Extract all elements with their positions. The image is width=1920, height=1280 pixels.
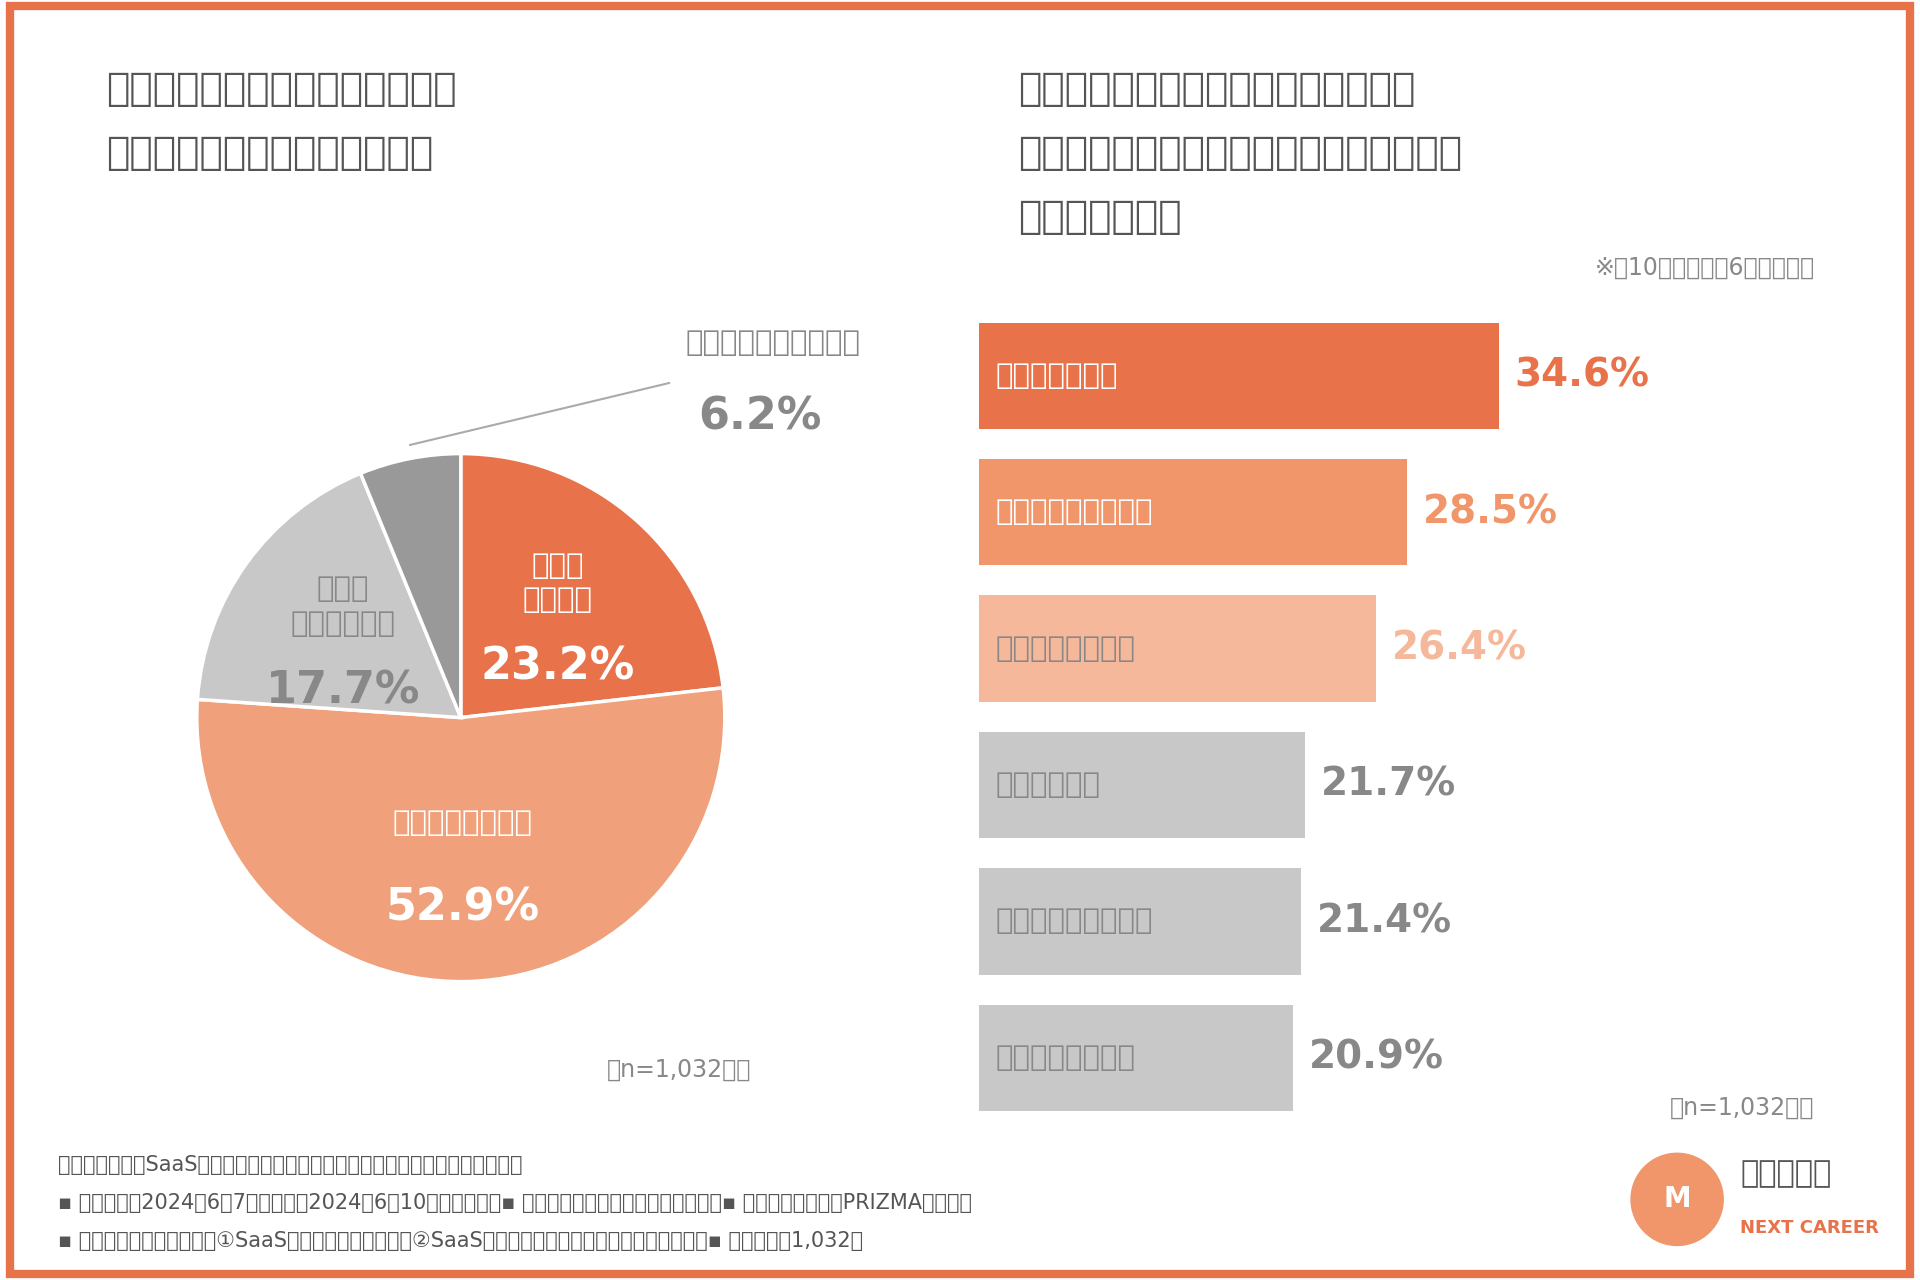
Text: 20.9%: 20.9% <box>1309 1039 1444 1076</box>
Text: 《調査概要：「SaaS企業における男女共同参画推進動向」に関する実態調査》: 《調査概要：「SaaS企業における男女共同参画推進動向」に関する実態調査》 <box>58 1155 522 1175</box>
Text: メンバーの理解不足: メンバーの理解不足 <box>995 908 1152 936</box>
Wedge shape <box>361 453 461 718</box>
Text: （n=1,032人）: （n=1,032人） <box>1670 1096 1814 1120</box>
Text: 6.2%: 6.2% <box>699 396 822 438</box>
Text: ▪ 調査対象：調査回答時に①SaaS企業に勤めている方／②SaaS企業の人事担当者と回答したモニター　▪ 調査人数：1,032人: ▪ 調査対象：調査回答時に①SaaS企業に勤めている方／②SaaS企業の人事担当… <box>58 1231 862 1252</box>
Wedge shape <box>198 687 724 982</box>
Text: 取得はしやすいと思いますか？: 取得はしやすいと思いますか？ <box>106 134 432 173</box>
Text: 26.4%: 26.4% <box>1392 630 1526 668</box>
Text: 希望者の不足: 希望者の不足 <box>995 771 1100 799</box>
FancyBboxPatch shape <box>979 868 1300 974</box>
Text: 34.6%: 34.6% <box>1515 357 1649 394</box>
Text: ▪ 調査期間：2024年6月7日（金）～2024年6月10日（月）　　▪ 調査方法：インターネット調査　　▪ モニター提供元：PRIZMAリサーチ: ▪ 調査期間：2024年6月7日（金）～2024年6月10日（月） ▪ 調査方法… <box>58 1193 972 1213</box>
Text: 21.7%: 21.7% <box>1321 765 1455 804</box>
Text: あまり
そう思わない: あまり そう思わない <box>290 575 396 637</box>
Text: 課題と感じることについて教えてください: 課題と感じることについて教えてください <box>1018 134 1461 173</box>
Text: ある程度そう思う: ある程度そう思う <box>392 809 532 837</box>
Text: M: M <box>1663 1185 1692 1213</box>
FancyBboxPatch shape <box>979 460 1407 566</box>
FancyBboxPatch shape <box>979 323 1500 429</box>
Text: 職場の負担増大: 職場の負担増大 <box>995 362 1117 390</box>
Text: まったくそう思わない: まったくそう思わない <box>685 329 860 357</box>
Circle shape <box>1630 1153 1722 1245</box>
Text: 21.4%: 21.4% <box>1317 902 1452 941</box>
Text: （n=1,032人）: （n=1,032人） <box>607 1057 751 1082</box>
Text: 社内での事例不足: 社内での事例不足 <box>995 635 1135 663</box>
Text: とても
そう思う: とても そう思う <box>522 552 593 614</box>
Text: NEXT CAREER: NEXT CAREER <box>1740 1219 1880 1238</box>
Text: 経営層の理解不足: 経営層の理解不足 <box>995 1043 1135 1071</box>
Text: 23.2%: 23.2% <box>480 646 636 689</box>
Text: 産休、育休、介護休暇の取得において: 産休、育休、介護休暇の取得において <box>1018 70 1415 109</box>
Text: 28.5%: 28.5% <box>1423 493 1557 531</box>
Text: 17.7%: 17.7% <box>265 669 420 712</box>
FancyBboxPatch shape <box>979 595 1375 701</box>
Wedge shape <box>198 474 461 718</box>
FancyBboxPatch shape <box>979 1005 1292 1111</box>
Text: 52.9%: 52.9% <box>386 886 540 929</box>
FancyBboxPatch shape <box>979 732 1306 838</box>
Text: ※全10項目中上位6項目を抜粋: ※全10項目中上位6項目を抜粋 <box>1594 256 1814 280</box>
Text: 仕事の引継ぎ、後任: 仕事の引継ぎ、後任 <box>995 498 1152 526</box>
Text: （複数回答可）: （複数回答可） <box>1018 198 1181 237</box>
Text: 貴社では産休、育休、介護休暇の: 貴社では産休、育休、介護休暇の <box>106 70 457 109</box>
Wedge shape <box>461 453 724 718</box>
Text: マーキャリ: マーキャリ <box>1740 1160 1832 1189</box>
